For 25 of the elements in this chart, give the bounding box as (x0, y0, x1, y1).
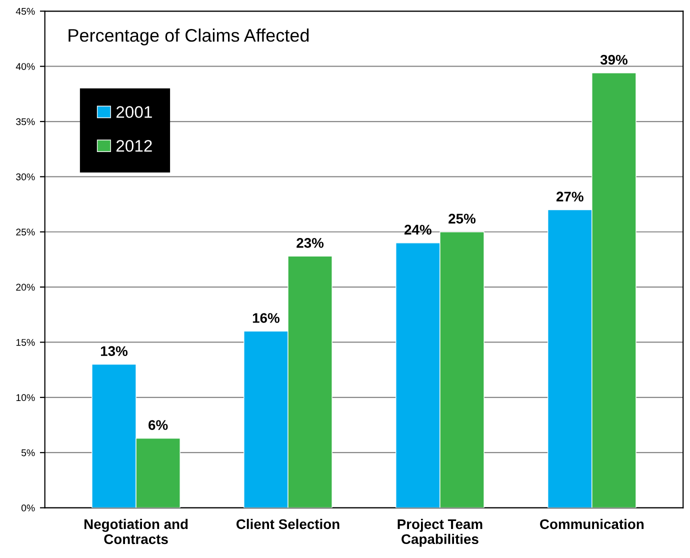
data-label: 23% (296, 238, 324, 248)
data-label: 25% (448, 214, 476, 224)
legend-label: 2012 (116, 140, 152, 152)
y-tick-label: 25% (16, 228, 35, 236)
data-label: 16% (252, 313, 280, 323)
data-label: 27% (556, 192, 584, 202)
y-tick-label: 15% (16, 339, 35, 346)
data-label: 6% (148, 420, 168, 430)
y-tick-label: 5% (21, 449, 35, 456)
y-tick-label: 10% (16, 394, 35, 402)
y-tick-label: 20% (16, 284, 35, 291)
y-tick-label: 30% (16, 173, 35, 180)
text: Percentage of Claims Affected (68, 28, 309, 46)
x-tick-label: Communication (540, 518, 644, 530)
data-label: 39% (600, 54, 628, 65)
x-tick-label: Client Selection (236, 518, 340, 530)
y-tick-label: 40% (16, 63, 35, 70)
x-tick-label: Project Team Capabilities (398, 518, 482, 547)
data-label: 24% (404, 224, 432, 235)
y-tick-label: 45% (16, 8, 35, 15)
y-tick-label: 35% (16, 118, 35, 126)
legend-label: 2001 (116, 106, 152, 118)
x-tick-label: Negotiation and Contracts (84, 518, 188, 544)
data-label: 13% (100, 346, 128, 356)
y-tick-label: 0% (21, 504, 35, 512)
